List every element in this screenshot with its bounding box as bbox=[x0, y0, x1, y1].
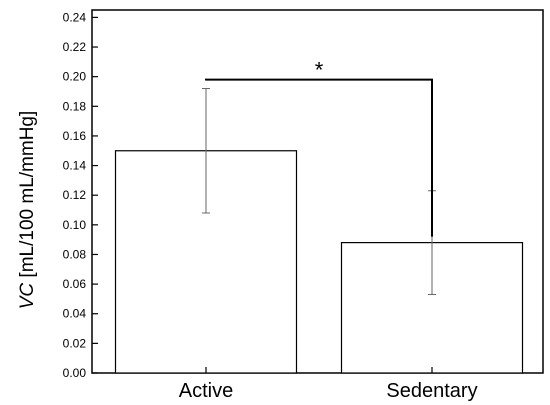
significance-bracket bbox=[205, 78, 433, 237]
y-tick-label: 0.24 bbox=[63, 10, 87, 24]
y-tick-label: 0.16 bbox=[63, 129, 87, 143]
axes-frame bbox=[91, 9, 544, 374]
plot-area: 0.00 0.02 0.04 0.06 0.08 0.10 0.12 0.14 0.16 0.18… bbox=[63, 9, 544, 402]
x-tick-label: Active bbox=[179, 380, 233, 402]
y-tick-label: 0.02 bbox=[63, 336, 87, 350]
y-tick-label: 0.14 bbox=[63, 159, 87, 173]
y-tick-label: 0.06 bbox=[63, 277, 87, 291]
y-tick-label: 0.22 bbox=[63, 40, 87, 54]
y-tick-label: 0.04 bbox=[63, 307, 87, 321]
y-tick-label: 0.18 bbox=[63, 99, 87, 113]
y-axis-label: VC [mL/100 mL/mmHg] bbox=[17, 111, 38, 310]
y-tick-label: 0.20 bbox=[63, 70, 87, 84]
svg-text:VC [mL/100 mL/mmHg]: VC [mL/100 mL/mmHg] bbox=[17, 111, 38, 310]
y-tick-label: 0.08 bbox=[63, 247, 87, 261]
y-tick-label: 0.00 bbox=[63, 366, 87, 380]
y-tick-label: 0.12 bbox=[63, 188, 87, 202]
y-axis-label-units: [mL/100 mL/mmHg] bbox=[17, 111, 38, 283]
y-axis-label-italic: VC bbox=[17, 283, 38, 310]
significance-label: * bbox=[315, 58, 324, 83]
x-tick-label: Sedentary bbox=[386, 380, 477, 402]
y-tick-label: 0.10 bbox=[63, 218, 87, 232]
